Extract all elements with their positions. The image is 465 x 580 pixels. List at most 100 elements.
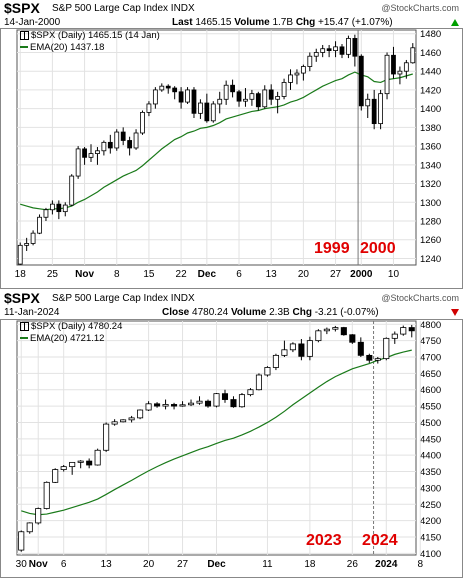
chart-legend: $SPX (Daily) 4780.24 EMA(20) 4721.12	[20, 321, 122, 345]
candle-body	[365, 98, 371, 107]
candle-body	[196, 400, 203, 404]
candle-body	[223, 84, 229, 100]
candle-body	[300, 66, 306, 74]
y-tick-label: 1380	[420, 123, 441, 134]
header-stats-row: 11-Jan-2024 Close 4780.24 Volume 2.3B Ch…	[2, 307, 463, 319]
candle-body	[247, 389, 254, 396]
candle-body	[204, 400, 212, 407]
x-tick-label: 10	[388, 269, 400, 280]
ema-legend-icon	[20, 46, 28, 49]
close-label: Close	[162, 307, 190, 318]
chart-panel-2000: $SPX S&P 500 Large Cap Index INDX @Stock…	[0, 0, 463, 289]
candle-body	[137, 409, 144, 419]
candle-body	[75, 148, 81, 177]
y-tick-label: 4700	[420, 353, 441, 364]
y-tick-label: 1460	[420, 48, 441, 59]
candle-body	[210, 103, 216, 122]
candle-body	[217, 98, 223, 105]
candle-body	[159, 85, 165, 91]
y-tick-label: 4550	[420, 402, 441, 413]
x-tick-label: 8	[417, 559, 423, 570]
candle-body	[262, 89, 268, 108]
candle-body	[340, 327, 347, 336]
y-tick-label: 4600	[420, 385, 441, 396]
x-tick-label: 27	[177, 559, 189, 570]
candle-body	[371, 98, 377, 125]
x-tick-label: 18	[304, 559, 316, 570]
candle-body	[275, 96, 281, 100]
candle-body	[140, 111, 145, 134]
y-tick-label: 1420	[420, 85, 441, 96]
candle-body	[111, 421, 118, 425]
volume-value: 1.7B	[272, 17, 294, 28]
y-tick-label: 4500	[420, 418, 441, 429]
candle-body	[191, 89, 197, 114]
candle-body	[77, 460, 84, 463]
chg-label: Chg	[292, 307, 312, 318]
candle-body	[333, 46, 338, 51]
candle-body	[391, 333, 398, 339]
candle-body	[204, 102, 210, 122]
year-label-right: 2024	[362, 532, 398, 549]
plot-area	[16, 29, 417, 266]
candle-body	[298, 343, 305, 357]
candle-body	[172, 87, 178, 93]
x-tick-label: 13	[101, 559, 113, 570]
x-tick-label: 6	[236, 269, 242, 280]
header-title-row: $SPX S&P 500 Large Cap Index INDX @Stock…	[2, 0, 463, 16]
ema-legend-icon	[20, 337, 28, 340]
candle-body	[378, 93, 383, 125]
ema-line	[20, 71, 413, 211]
candle-body	[410, 47, 416, 64]
candle-body	[315, 330, 322, 342]
x-tick-label: 22	[176, 269, 188, 280]
candle-body	[145, 403, 152, 411]
candle-body	[357, 341, 364, 356]
candle-body	[323, 328, 330, 332]
candle-body	[37, 216, 42, 234]
index-name-label: S&P 500 Large Cap Index INDX	[52, 293, 195, 304]
legend-price: $SPX (Daily) 1465.15 (14 Jan)	[31, 30, 160, 41]
y-tick-label: 4750	[420, 336, 441, 347]
candle-body	[366, 354, 373, 361]
y-tick-label: 4400	[420, 451, 441, 462]
x-tick-label: 20	[298, 269, 310, 280]
candle-body	[213, 393, 220, 407]
candle-body	[306, 340, 313, 357]
x-tick-label: 6	[61, 559, 67, 570]
x-tick-label: 2024	[375, 559, 398, 570]
legend-ema: EMA(20) 1437.18	[30, 42, 105, 53]
index-name-label: S&P 500 Large Cap Index INDX	[52, 3, 195, 14]
candle-body	[289, 343, 296, 351]
candle-body	[294, 72, 300, 76]
y-tick-label: 1300	[420, 198, 441, 209]
volume-label: Volume	[234, 17, 270, 28]
candle-body	[82, 148, 87, 158]
candle-body	[146, 103, 152, 113]
y-tick-label: 1320	[420, 179, 441, 190]
x-tick-label: 8	[114, 269, 120, 280]
y-tick-label: 1400	[420, 104, 441, 115]
volume-value: 2.3B	[269, 307, 290, 318]
candle-body	[313, 52, 319, 57]
credit-label: @StockCharts.com	[381, 293, 459, 303]
x-tick-label: 20	[143, 559, 155, 570]
candle-body	[162, 404, 169, 407]
candle-body	[236, 91, 242, 102]
candle-body	[281, 349, 288, 356]
chg-value: -3.21 (-0.07%)	[314, 307, 379, 318]
symbol-label: $SPX	[4, 0, 40, 16]
candle-body	[133, 132, 139, 149]
candle-body	[326, 48, 332, 51]
candle-body	[272, 354, 279, 368]
candle-body	[230, 84, 235, 93]
candle-body	[230, 399, 237, 408]
candle-body	[101, 141, 107, 152]
x-tick-label: 30	[16, 559, 28, 570]
candle-body	[238, 394, 245, 408]
close-value: 4780.24	[192, 307, 229, 318]
change-up-arrow-icon	[451, 19, 459, 26]
candle-body	[35, 508, 42, 524]
candle-body	[374, 358, 381, 361]
candle-body	[120, 419, 127, 423]
